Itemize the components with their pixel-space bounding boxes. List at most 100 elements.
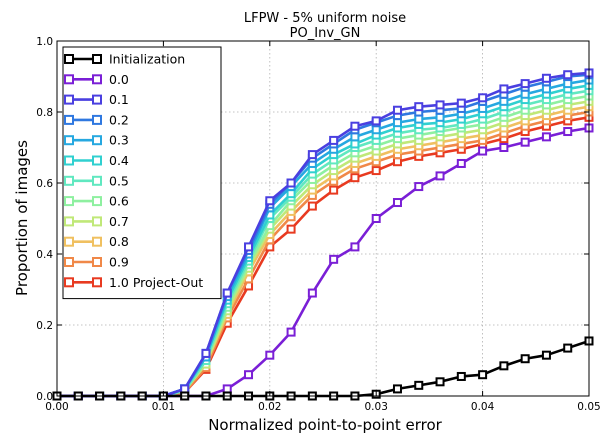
data-point <box>350 242 360 252</box>
y-tick-label: 0.4 <box>36 249 53 261</box>
data-point <box>286 224 296 234</box>
chart-subtitle: PO_Inv_GN <box>290 26 361 41</box>
legend-label: 0.7 <box>109 214 129 229</box>
data-point <box>350 173 360 183</box>
x-tick-label: 0.00 <box>45 401 68 413</box>
data-point <box>329 185 339 195</box>
legend-label: 0.5 <box>109 173 129 188</box>
data-point <box>371 116 381 126</box>
data-point <box>244 242 254 252</box>
legend-entry: 0.8 <box>64 234 129 249</box>
data-point <box>563 70 573 80</box>
data-point <box>350 139 360 149</box>
data-point <box>307 201 317 211</box>
legend-marker <box>64 114 74 125</box>
data-point <box>499 96 509 106</box>
data-point <box>392 384 402 394</box>
legend-entry: 0.3 <box>64 133 129 148</box>
x-tick-label: 0.04 <box>471 401 495 413</box>
series-initialization <box>52 336 594 401</box>
legend-label: 0.8 <box>109 234 129 249</box>
legend-entry: 0.9 <box>64 255 129 270</box>
legend-marker <box>92 196 102 207</box>
data-point <box>222 384 232 394</box>
data-point <box>350 132 360 142</box>
data-point <box>392 105 402 115</box>
y-tick-label: 1.0 <box>36 36 53 48</box>
data-point <box>563 79 573 89</box>
data-point <box>371 125 381 135</box>
data-point <box>329 135 339 145</box>
chart-title: LFPW - 5% uniform noise <box>244 11 406 26</box>
legend-entry: Initialization <box>64 52 185 67</box>
data-point <box>180 384 190 394</box>
legend-marker <box>64 175 74 186</box>
x-tick-label: 0.03 <box>365 401 388 413</box>
data-point <box>435 171 445 181</box>
legend-entry: 0.0 <box>64 72 129 87</box>
data-point <box>563 127 573 137</box>
data-point <box>392 198 402 208</box>
legend-marker <box>64 94 74 105</box>
series-line <box>57 339 590 398</box>
data-point <box>307 150 317 160</box>
legend-marker <box>64 196 74 207</box>
legend-marker <box>92 236 102 247</box>
data-point <box>520 79 530 89</box>
data-point <box>286 178 296 188</box>
data-point <box>520 354 530 364</box>
data-point <box>520 137 530 147</box>
data-point <box>541 350 551 360</box>
legend-marker <box>64 155 74 166</box>
legend-label: Initialization <box>109 52 185 67</box>
data-point <box>499 143 509 152</box>
data-point <box>371 214 381 223</box>
legend-marker <box>64 216 74 227</box>
data-point <box>478 146 488 156</box>
legend-label: 0.9 <box>109 255 129 270</box>
data-point <box>435 100 445 110</box>
y-tick-label: 0.0 <box>36 391 53 403</box>
legend-entry: 0.6 <box>64 194 129 209</box>
legend-entry: 0.1 <box>64 92 129 107</box>
legend-marker <box>92 175 102 186</box>
data-point <box>265 350 275 360</box>
data-point <box>520 89 530 99</box>
legend-label: 0.3 <box>109 133 129 148</box>
data-point <box>414 102 424 112</box>
data-point <box>478 103 488 113</box>
data-point <box>414 182 424 192</box>
legend-marker <box>92 114 102 125</box>
data-point <box>307 288 317 298</box>
data-point <box>541 73 551 83</box>
legend-entry: 1.0 Project-Out <box>64 275 203 290</box>
legend-marker <box>64 277 74 288</box>
data-point <box>478 93 488 103</box>
legend-marker <box>92 257 102 267</box>
axis-ticks: 0.00 0.01 0.02 0.03 0.04 0.05 0.0 0.2 0.4 0.6 0.8 1… <box>36 36 600 413</box>
legend-label: 0.1 <box>109 92 129 107</box>
data-point <box>499 84 509 94</box>
data-point <box>265 196 275 206</box>
data-point <box>329 254 339 264</box>
legend-entry: 0.5 <box>64 173 129 188</box>
data-point <box>371 166 381 176</box>
legend-marker <box>92 155 102 166</box>
legend-marker <box>64 54 74 64</box>
data-point <box>541 84 551 94</box>
legend-marker <box>92 54 102 64</box>
legend-marker <box>92 94 102 105</box>
y-axis-label: Proportion of images <box>13 140 31 296</box>
legend-label: 0.0 <box>109 72 129 87</box>
data-point <box>201 348 211 358</box>
data-point <box>286 327 296 337</box>
legend-entry: 0.7 <box>64 214 129 229</box>
data-point <box>414 114 424 124</box>
data-point <box>563 343 573 353</box>
legend-label: 1.0 Project-Out <box>109 275 203 290</box>
legend-marker <box>64 236 74 247</box>
data-point <box>435 112 445 122</box>
data-point <box>499 361 509 371</box>
legend-marker <box>92 216 102 227</box>
